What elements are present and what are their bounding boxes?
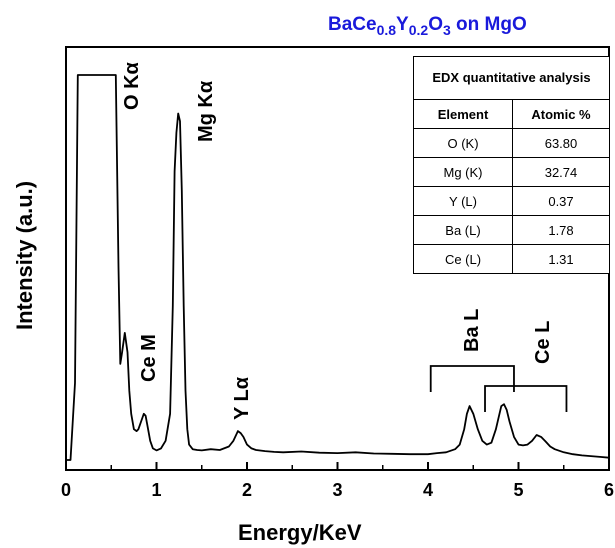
peak-annotation: O Kα	[121, 61, 143, 110]
peak-bracket	[429, 365, 515, 392]
peak-annotation: Ce L	[532, 321, 554, 364]
x-tick-label: 0	[61, 480, 71, 500]
spectrum-line-group	[66, 74, 610, 461]
table-cell-value: 1.78	[512, 215, 610, 245]
table-cell-element: Ce (L)	[413, 244, 513, 274]
peak-brackets	[429, 365, 568, 412]
peak-bracket	[484, 385, 568, 412]
x-tick-label: 1	[151, 480, 161, 500]
x-tick-label: 3	[332, 480, 342, 500]
table-cell-value: 63.80	[512, 128, 610, 158]
x-tick-label: 2	[242, 480, 252, 500]
spectrum-line	[66, 74, 610, 461]
chart-title: BaCe0.8Y0.2O3 on MgO	[328, 14, 527, 38]
edx-quantitative-table: EDX quantitative analysis Element Atomic…	[413, 56, 610, 274]
table-row: Y (L) 0.37	[413, 186, 610, 216]
x-tick-label: 6	[604, 480, 614, 500]
peak-annotations: O Kα Mg Kα Ce M Y Lα Ba L Ce L	[121, 61, 554, 420]
table-row: O (K) 63.80	[413, 128, 610, 158]
peak-annotation: Mg Kα	[195, 80, 217, 142]
table-row: Mg (K) 32.74	[413, 157, 610, 187]
table-cell-value: 32.74	[512, 157, 610, 187]
x-axis-label: Energy/KeV	[238, 520, 362, 545]
x-axis-ticks	[65, 462, 610, 470]
table-caption: EDX quantitative analysis	[413, 56, 610, 100]
table-header-atomic-percent: Atomic %	[512, 99, 610, 129]
x-tick-label: 4	[423, 480, 433, 500]
peak-annotation: Y Lα	[231, 376, 253, 420]
x-axis-tick-labels: 0 1 2 3 4 5 6	[61, 480, 614, 500]
table-cell-element: Y (L)	[413, 186, 513, 216]
x-tick-label: 5	[513, 480, 523, 500]
table-cell-element: Mg (K)	[413, 157, 513, 187]
peak-annotation: Ba L	[461, 309, 483, 352]
table-header-element: Element	[413, 99, 513, 129]
table-row: Ba (L) 1.78	[413, 215, 610, 245]
peak-annotation: Ce M	[138, 334, 160, 382]
y-axis-label: Intensity (a.u.)	[12, 180, 37, 330]
table-cell-element: Ba (L)	[413, 215, 513, 245]
table-row: Ce (L) 1.31	[413, 244, 610, 274]
table-cell-value: 1.31	[512, 244, 610, 274]
table-cell-value: 0.37	[512, 186, 610, 216]
table-cell-element: O (K)	[413, 128, 513, 158]
